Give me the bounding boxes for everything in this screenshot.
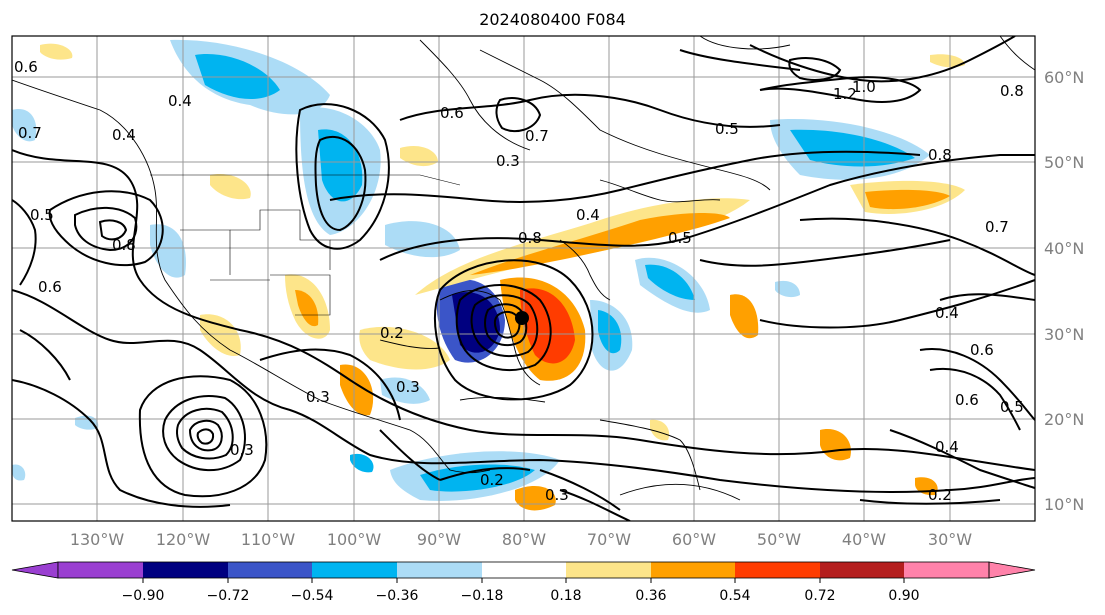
lat-label: 20°N [1044, 410, 1084, 429]
contour-label: 0.8 [112, 236, 136, 254]
contour-label: 0.6 [970, 341, 994, 359]
contour-label: 0.3 [306, 388, 330, 406]
contour-label: 0.3 [496, 152, 520, 170]
colorbar-segment [651, 562, 735, 578]
contour-label: 0.2 [928, 486, 952, 504]
lon-label: 30°W [928, 530, 972, 549]
lon-label: 50°W [757, 530, 801, 549]
colorbar-tick: 0.18 [550, 588, 581, 604]
contour-label: 1.0 [852, 78, 876, 96]
colorbar-tick: −0.90 [122, 588, 165, 604]
shaded-anomaly-field [12, 39, 965, 511]
contour-label: 0.5 [668, 229, 692, 247]
contour-labels: 0.6 0.4 0.7 0.4 0.5 0.8 0.6 0.3 0.6 0.7 … [14, 58, 1024, 504]
colorbar-tick: 0.36 [635, 588, 666, 604]
lat-label: 30°N [1044, 325, 1084, 344]
lat-label: 60°N [1044, 68, 1084, 87]
lon-label: 70°W [587, 530, 631, 549]
contour-label: 0.6 [38, 278, 62, 296]
contour-label: 0.8 [928, 146, 952, 164]
colorbar-tick: −0.72 [207, 588, 250, 604]
colorbar-segment [228, 562, 312, 578]
colorbar-extend-low [11, 561, 59, 579]
contour-label: 0.4 [168, 92, 192, 110]
contour-label: 0.6 [955, 391, 979, 409]
longitude-labels: 130°W 120°W 110°W 100°W 90°W 80°W 70°W 6… [70, 530, 972, 549]
colorbar-tick: −0.18 [461, 588, 504, 604]
map-border [11, 35, 1036, 522]
contour-label: 0.3 [545, 486, 569, 504]
lon-label: 120°W [156, 530, 211, 549]
colorbar-tick: 0.72 [804, 588, 835, 604]
latitude-labels: 60°N 50°N 40°N 30°N 20°N 10°N [1044, 68, 1084, 514]
contour-label: 0.5 [1000, 398, 1024, 416]
lon-label: 60°W [672, 530, 716, 549]
contour-label: 0.2 [380, 324, 404, 342]
lon-label: 80°W [502, 530, 546, 549]
colorbar-tick: −0.36 [376, 588, 419, 604]
colorbar-tick: −0.54 [291, 588, 334, 604]
contour-label: 0.4 [935, 304, 959, 322]
contour-lines [12, 36, 1035, 521]
contour-label: 0.2 [480, 471, 504, 489]
colorbar-segment [312, 562, 397, 578]
contour-label: 0.5 [30, 206, 54, 224]
lat-label: 50°N [1044, 153, 1084, 172]
colorbar-tick: 0.54 [719, 588, 750, 604]
lon-label: 40°W [842, 530, 886, 549]
colorbar-segment [58, 562, 143, 578]
contour-label: 0.6 [440, 104, 464, 122]
boundaries [150, 174, 461, 316]
colorbar-segment [143, 562, 228, 578]
colorbar-segment [482, 562, 566, 578]
colorbar-segment [566, 562, 651, 578]
map-title: 2024080400 F084 [479, 10, 626, 29]
storm-center-marker [515, 311, 529, 325]
colorbar-segment [735, 562, 820, 578]
colorbar-segment [904, 562, 989, 578]
contour-label: 0.7 [525, 127, 549, 145]
contour-label: 0.3 [230, 441, 254, 459]
colorbar: −0.90 −0.72 −0.54 −0.36 −0.18 0.18 0.36 … [11, 561, 1036, 604]
contour-label: 0.5 [715, 120, 739, 138]
colorbar-segment [397, 562, 482, 578]
coastlines [12, 36, 1035, 501]
colorbar-segment [820, 562, 904, 578]
contour-label: 0.7 [985, 218, 1009, 236]
lon-label: 90°W [417, 530, 461, 549]
contour-label: 0.7 [18, 124, 42, 142]
contour-label: 0.8 [518, 229, 542, 247]
contour-label: 1.2 [833, 85, 857, 103]
colorbar-extend-high [988, 561, 1036, 579]
contour-label: 0.8 [1000, 82, 1024, 100]
lon-label: 130°W [70, 530, 125, 549]
contour-label: 0.4 [112, 126, 136, 144]
lon-label: 100°W [327, 530, 382, 549]
lat-label: 40°N [1044, 239, 1084, 258]
contour-label: 0.3 [396, 378, 420, 396]
contour-label: 0.6 [14, 58, 38, 76]
contour-label: 0.4 [935, 438, 959, 456]
lon-label: 110°W [241, 530, 296, 549]
contour-label: 0.4 [576, 206, 600, 224]
lat-label: 10°N [1044, 495, 1084, 514]
colorbar-tick: 0.90 [888, 588, 919, 604]
